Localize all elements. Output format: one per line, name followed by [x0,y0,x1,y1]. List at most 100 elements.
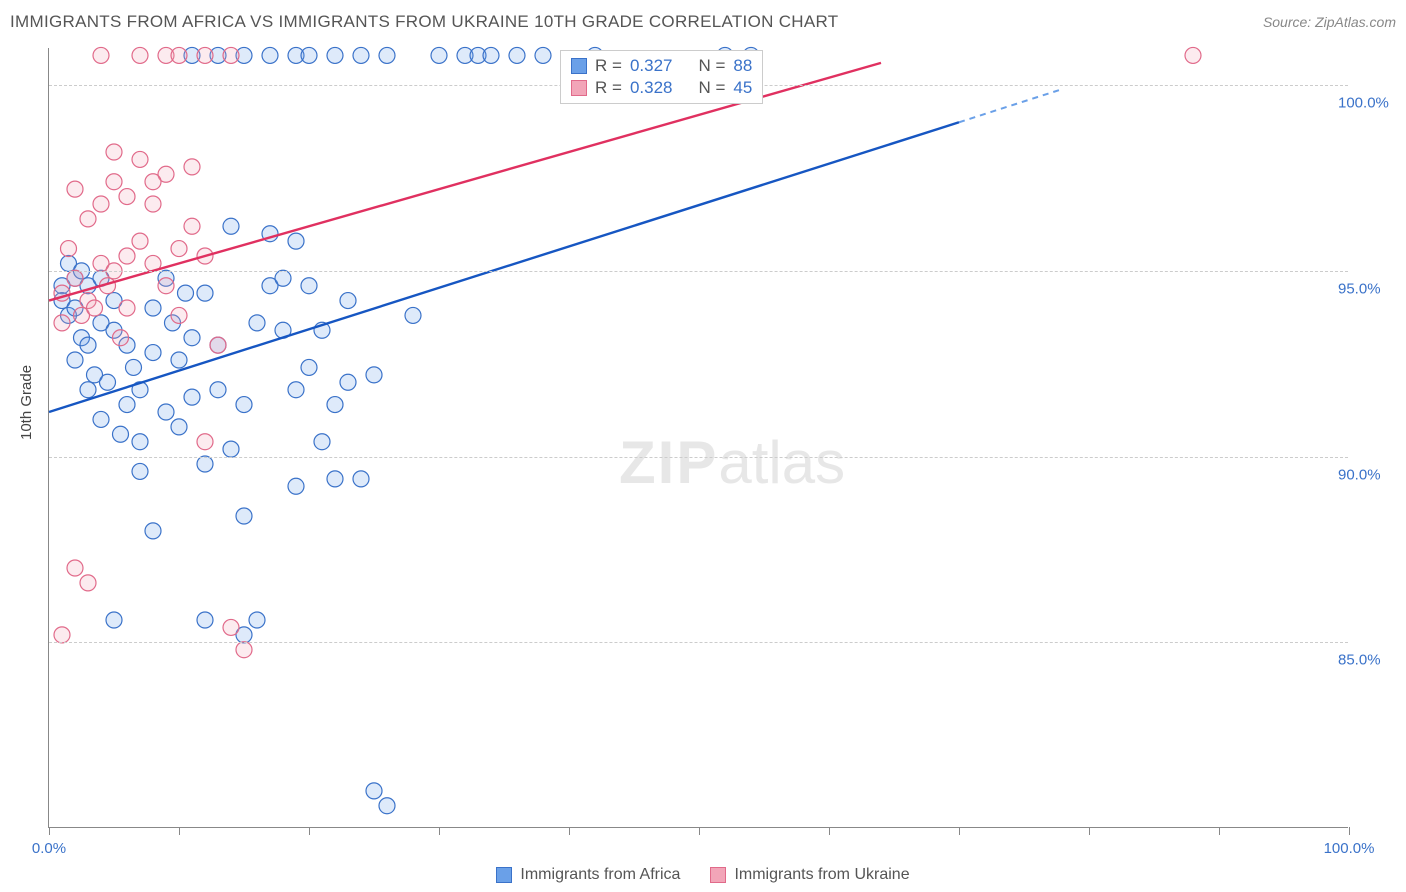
scatter-point [119,300,135,316]
scatter-point [145,345,161,361]
y-axis-label: 10th Grade [18,365,35,440]
source-prefix: Source: [1263,14,1315,30]
scatter-point [405,307,421,323]
scatter-point [210,337,226,353]
x-tick [699,827,700,835]
scatter-point [54,627,70,643]
scatter-point [171,241,187,257]
scatter-point [327,47,343,63]
r-value: 0.328 [630,78,673,98]
gridline [49,642,1348,643]
scatter-point [171,352,187,368]
scatter-point [184,218,200,234]
y-tick-label: 85.0% [1338,652,1398,669]
scatter-point [197,285,213,301]
scatter-point [80,337,96,353]
scatter-point [314,434,330,450]
scatter-point [275,270,291,286]
scatter-point [171,419,187,435]
legend-swatch [571,80,587,96]
x-tick [1349,827,1350,835]
scatter-point [288,233,304,249]
scatter-point [119,397,135,413]
scatter-point [132,434,148,450]
scatter-point [431,47,447,63]
scatter-point [236,642,252,658]
scatter-point [67,560,83,576]
n-label: N = [698,56,725,76]
y-tick-label: 95.0% [1338,280,1398,297]
scatter-point [340,374,356,390]
scatter-point [223,619,239,635]
scatter-point [327,397,343,413]
scatter-point [80,382,96,398]
scatter-point [113,426,129,442]
scatter-point [236,397,252,413]
legend-row: R =0.328N =45 [571,77,752,99]
x-tick-label: 0.0% [32,840,66,857]
scatter-point [119,248,135,264]
scatter-point [158,278,174,294]
scatter-point [106,174,122,190]
scatter-point [379,798,395,814]
scatter-point [327,471,343,487]
scatter-point [67,352,83,368]
scatter-point [288,382,304,398]
scatter-point [223,47,239,63]
scatter-point [1185,47,1201,63]
scatter-point [509,47,525,63]
chart-header: IMMIGRANTS FROM AFRICA VS IMMIGRANTS FRO… [10,12,1396,32]
scatter-point [132,151,148,167]
scatter-point [106,144,122,160]
scatter-point [67,181,83,197]
scatter-point [132,47,148,63]
scatter-point [145,300,161,316]
gridline [49,457,1348,458]
n-label: N = [698,78,725,98]
scatter-point [54,315,70,331]
scatter-point [340,293,356,309]
legend-item: Immigrants from Ukraine [710,866,909,884]
scatter-point [106,612,122,628]
scatter-point [80,575,96,591]
scatter-point [197,456,213,472]
x-tick [49,827,50,835]
x-tick [439,827,440,835]
scatter-point [93,47,109,63]
scatter-point [132,233,148,249]
scatter-point [184,330,200,346]
scatter-point [93,411,109,427]
scatter-point [197,47,213,63]
scatter-point [262,47,278,63]
scatter-point [171,47,187,63]
scatter-point [249,612,265,628]
scatter-point [223,218,239,234]
scatter-point [61,241,77,257]
n-value: 45 [733,78,752,98]
scatter-point [301,47,317,63]
n-value: 88 [733,56,752,76]
scatter-point [80,211,96,227]
scatter-point [158,404,174,420]
scatter-point [126,359,142,375]
plot-area: ZIPatlas 85.0%90.0%95.0%100.0%0.0%100.0% [48,48,1348,828]
scatter-point [197,612,213,628]
scatter-point [366,783,382,799]
trend-line-dashed [959,89,1063,122]
scatter-point [301,359,317,375]
source-attribution: Source: ZipAtlas.com [1263,14,1396,30]
scatter-point [145,196,161,212]
scatter-point [535,47,551,63]
correlation-legend: R =0.327N =88R =0.328N =45 [560,50,763,104]
gridline [49,271,1348,272]
x-tick [1089,827,1090,835]
x-tick [309,827,310,835]
scatter-point [132,463,148,479]
scatter-svg [49,48,1348,827]
scatter-point [249,315,265,331]
x-tick [959,827,960,835]
legend-item: Immigrants from Africa [496,866,680,884]
scatter-point [197,434,213,450]
r-label: R = [595,56,622,76]
legend-row: R =0.327N =88 [571,55,752,77]
